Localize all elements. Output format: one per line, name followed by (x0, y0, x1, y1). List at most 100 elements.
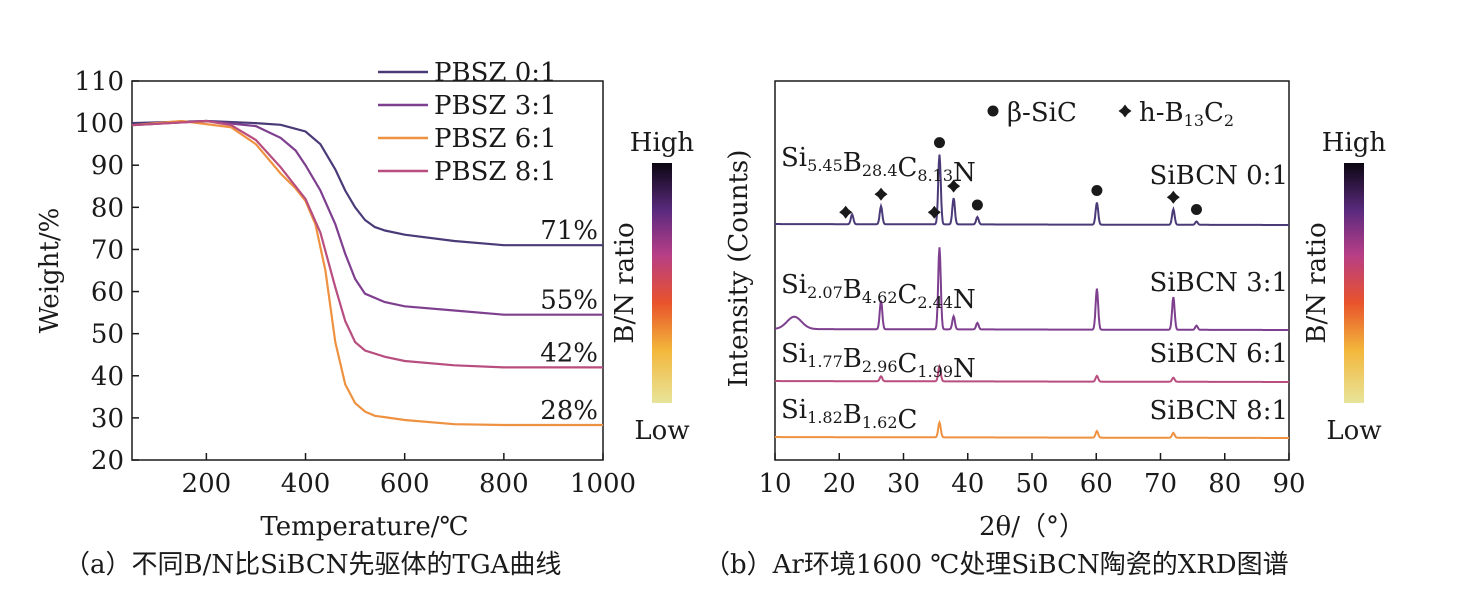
formula-subscript: 1.62 (862, 413, 898, 432)
tga-y-tick-label: 50 (91, 320, 124, 350)
xrd-phase-marker (839, 205, 853, 219)
xrd-x-tick-label: 80 (1208, 469, 1241, 499)
xrd-series-line (775, 154, 1289, 226)
formula-element: B (843, 148, 862, 178)
caption-a: （a）不同B/N比SiBCN先驱体的TGA曲线 (64, 550, 562, 580)
formula-element: Si (781, 143, 807, 173)
tga-y-axis-label: Weight/% (35, 208, 65, 334)
xrd-series-label: SiBCN 0:1 (1150, 161, 1288, 191)
formula-subscript: 1.99 (917, 362, 953, 381)
formula-element: N (953, 285, 976, 315)
xrd-x-tick-label: 90 (1272, 469, 1305, 499)
formula-element: N (953, 354, 976, 384)
xrd-legend-marker-sic (987, 105, 999, 117)
tga-series-line (131, 119, 603, 427)
xrd-x-tick-label: 50 (1015, 469, 1048, 499)
formula-subscript: 8.13 (917, 166, 953, 185)
tga-legend-label: PBSZ 3:1 (434, 91, 557, 121)
xrd-x-tick-label: 20 (823, 469, 856, 499)
xrd-phase-marker (971, 199, 983, 211)
xrd-x-tick-label: 10 (758, 469, 791, 499)
tga-series-line (131, 119, 603, 247)
tga-y-tick-label: 20 (91, 446, 124, 476)
tga-y-tick-label: 70 (91, 235, 124, 265)
xrd-x-tick-label: 60 (1080, 469, 1113, 499)
formula-element: N (953, 158, 976, 188)
formula-subscript: 2.96 (862, 357, 898, 376)
xrd-phase-marker (933, 137, 945, 149)
xrd-series-label: SiBCN 3:1 (1150, 268, 1288, 298)
xrd-phase-marker (927, 205, 941, 219)
formula-element: Si (781, 339, 807, 369)
formula-subscript: 5.45 (807, 156, 843, 175)
colorbar (652, 163, 672, 403)
tga-legend-label: PBSZ 0:1 (434, 58, 557, 88)
formula-subscript: 2.07 (807, 283, 843, 302)
xrd-phase-formula: Si2.07B4.62C2.44N (781, 270, 976, 315)
tga-residual-label: 28% (540, 396, 598, 426)
tga-residual-label: 42% (540, 338, 598, 368)
xrd-legend-label-b13c2: h-B13C2 (1139, 98, 1234, 130)
colorbar-title: B/N ratio (1302, 222, 1332, 343)
tga-y-tick-label: 110 (74, 67, 124, 97)
tga-legend-label: PBSZ 6:1 (434, 124, 557, 154)
formula-element: C (898, 405, 918, 435)
tga-residual-label: 55% (540, 286, 598, 316)
colorbar-low-label: Low (634, 416, 689, 446)
xrd-legend-marker-b13c2 (1118, 104, 1132, 118)
xrd-phase-marker (1166, 190, 1180, 204)
xrd-series-line (775, 363, 1289, 383)
formula-subscript: 4.62 (862, 288, 898, 307)
xrd-y-axis-label: Intensity (Counts) (724, 150, 754, 388)
tga-y-tick-label: 90 (91, 151, 124, 181)
colorbar-high-label: High (1322, 128, 1387, 158)
tga-x-tick-label: 1000 (570, 469, 636, 499)
formula-element: Si (781, 270, 807, 300)
xrd-x-tick-label: 40 (951, 469, 984, 499)
tga-series-line (131, 119, 603, 369)
tga-residual-label: 71% (540, 216, 598, 246)
tga-y-tick-label: 100 (74, 109, 124, 139)
tga-plot-frame (131, 80, 604, 461)
tga-legend-label: PBSZ 8:1 (434, 157, 557, 187)
tga-x-axis-label: Temperature/℃ (260, 512, 468, 542)
xrd-phase-formula: Si1.82B1.62C (781, 395, 917, 435)
tga-y-tick-label: 60 (91, 278, 124, 308)
formula-subscript: 1.82 (807, 408, 843, 427)
formula-subscript: 1.77 (807, 352, 843, 371)
xrd-phase-marker (1091, 185, 1103, 197)
formula-subscript: 28.4 (862, 161, 898, 180)
xrd-x-axis-label: 2θ/（°） (979, 512, 1085, 542)
xrd-legend-label-sic: β-SiC (1007, 98, 1077, 128)
xrd-series-line (775, 419, 1289, 439)
xrd-x-tick-label: 30 (887, 469, 920, 499)
tga-x-tick-label: 600 (380, 469, 430, 499)
colorbar-low-label: Low (1326, 416, 1381, 446)
formula-element: Si (781, 395, 807, 425)
formula-element: C (898, 153, 918, 183)
formula-subscript: 2.44 (917, 293, 953, 312)
formula-element: B (843, 400, 862, 430)
xrd-phase-marker (947, 179, 961, 193)
xrd-series-label: SiBCN 6:1 (1150, 339, 1288, 369)
tga-x-tick-label: 200 (182, 469, 232, 499)
tga-chart: 200 400 600 800 1000 20 30 40 50 60 70 80 90 100 110 Te… (35, 58, 694, 542)
formula-element: C (898, 280, 918, 310)
colorbar (1344, 163, 1364, 403)
xrd-x-tick-label: 70 (1144, 469, 1177, 499)
xrd-phase-marker (874, 187, 888, 201)
formula-element: B (843, 275, 862, 305)
caption-b: （b）Ar环境1600 ℃处理SiBCN陶瓷的XRD图谱 (704, 550, 1289, 580)
tga-y-tick-label: 80 (91, 193, 124, 223)
tga-series-line (131, 119, 603, 316)
tga-x-tick-label: 400 (281, 469, 331, 499)
xrd-series-label: SiBCN 8:1 (1150, 396, 1288, 426)
xrd-phase-formula: Si1.77B2.96C1.99N (781, 339, 976, 384)
formula-element: C (898, 349, 918, 379)
xrd-phase-formula: Si5.45B28.4C8.13N (781, 143, 976, 188)
tga-x-tick-label: 800 (479, 469, 529, 499)
tga-y-tick-label: 30 (91, 404, 124, 434)
colorbar-title: B/N ratio (610, 222, 640, 343)
